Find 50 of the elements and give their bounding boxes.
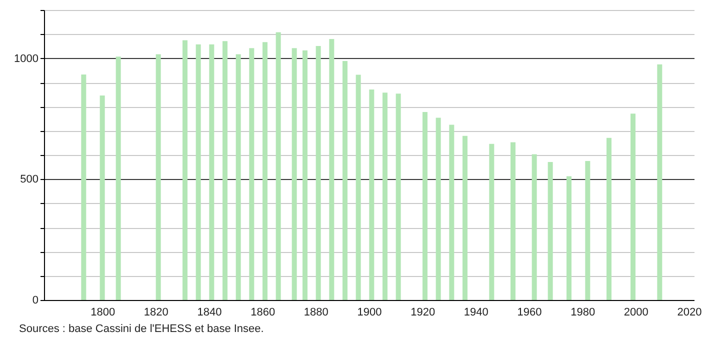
bar xyxy=(436,118,441,300)
bar xyxy=(657,64,662,300)
bar xyxy=(342,60,348,300)
x-tick-label: 1860 xyxy=(250,306,276,318)
bar xyxy=(316,46,321,300)
bar xyxy=(630,114,636,300)
bar xyxy=(156,54,161,300)
x-tick-label: 1940 xyxy=(464,306,488,318)
bar xyxy=(276,32,281,300)
x-tick-label: 1900 xyxy=(357,306,382,318)
bar xyxy=(262,42,268,300)
bar xyxy=(382,92,388,300)
x-tick-label: 1980 xyxy=(570,306,596,318)
bar xyxy=(396,94,401,300)
bar xyxy=(100,96,105,300)
bar xyxy=(182,40,188,300)
bar xyxy=(329,39,334,300)
bar xyxy=(249,48,254,300)
x-tick-label: 1880 xyxy=(304,306,328,318)
bar xyxy=(209,44,214,300)
bar xyxy=(548,162,553,300)
y-tick-label: 500 xyxy=(20,174,38,186)
x-tick-label: 1800 xyxy=(90,306,116,318)
source-note: Sources : base Cassini de l'EHESS et base Insee. xyxy=(19,323,264,335)
bar xyxy=(566,176,572,300)
bar xyxy=(222,41,228,300)
x-tick-label: 1920 xyxy=(410,306,436,318)
bar xyxy=(292,48,297,300)
bar xyxy=(422,112,428,300)
bar xyxy=(510,142,516,300)
y-tick-label: 1000 xyxy=(14,52,38,65)
x-tick-label: 2020 xyxy=(677,306,702,318)
bar xyxy=(462,136,468,300)
x-tick-label: 1820 xyxy=(144,306,168,318)
bar xyxy=(236,54,241,300)
bar xyxy=(356,74,361,300)
x-tick-label: 1840 xyxy=(197,306,222,318)
bar xyxy=(606,138,612,300)
bar xyxy=(585,161,590,300)
bar xyxy=(449,124,454,300)
bar xyxy=(532,154,537,300)
bar xyxy=(369,90,374,300)
bar xyxy=(489,144,494,300)
x-tick-label: 1960 xyxy=(517,306,542,318)
bar xyxy=(81,74,86,300)
x-tick-label: 2000 xyxy=(624,306,648,318)
bar xyxy=(302,50,308,300)
bar xyxy=(116,56,121,300)
y-tick-label: 0 xyxy=(32,294,38,306)
bar xyxy=(196,44,201,300)
